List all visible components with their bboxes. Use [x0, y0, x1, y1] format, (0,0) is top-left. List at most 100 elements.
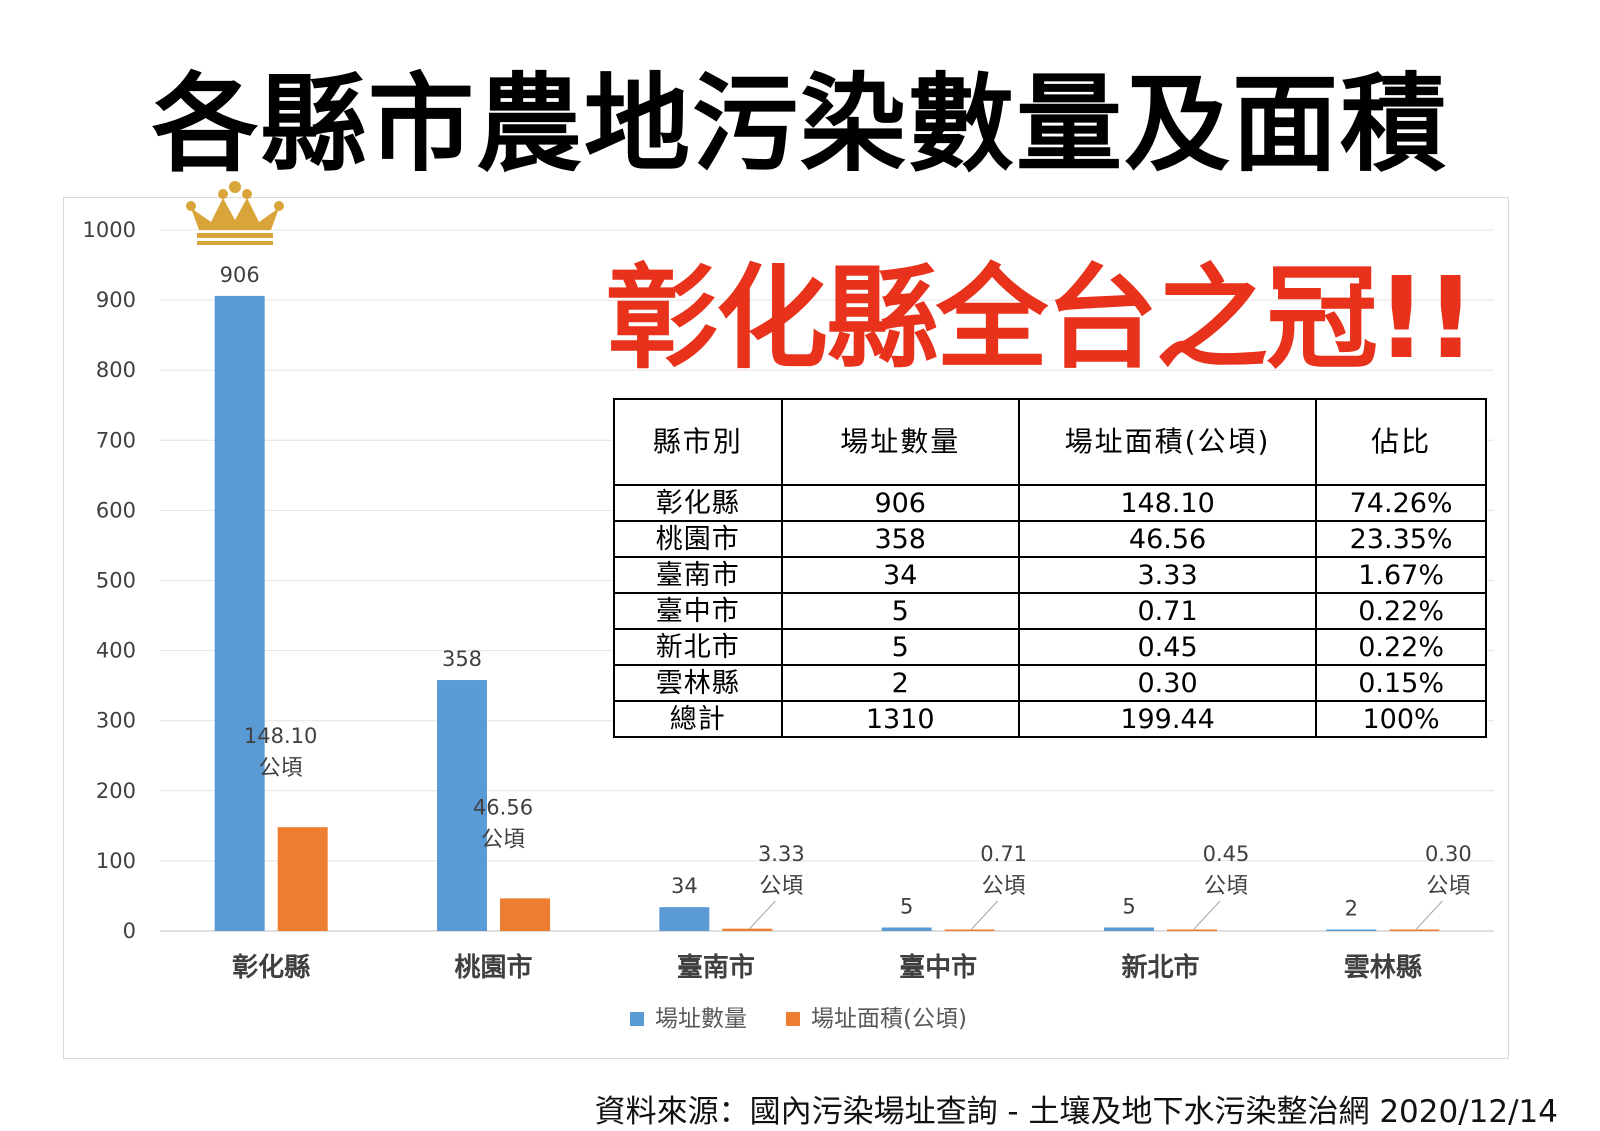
- table-row: 彰化縣 906 148.10 74.26%: [613, 484, 1487, 522]
- table-cell: 彰化縣: [613, 484, 783, 522]
- label-leader-line: [1193, 900, 1221, 930]
- data-label-unit: 公頃: [1204, 874, 1248, 899]
- table-cell: 148.10: [1017, 484, 1318, 522]
- data-label-unit: 公頃: [759, 874, 803, 899]
- table-cell: 74.26%: [1315, 484, 1487, 522]
- table-header-row: 縣市別 場址數量 場址面積(公頃) 佔比: [613, 398, 1487, 486]
- data-label-count: 358: [442, 647, 482, 671]
- table-cell: 5: [780, 628, 1020, 666]
- table-cell: 23.35%: [1315, 520, 1487, 558]
- column-header-county: 縣市別: [613, 398, 783, 486]
- data-label-area: 0.71: [980, 842, 1027, 866]
- table-row: 新北市 5 0.45 0.22%: [613, 628, 1487, 666]
- y-tick-label: 800: [96, 358, 136, 382]
- table-cell: 0.30: [1017, 664, 1318, 702]
- table-cell: 5: [780, 592, 1020, 630]
- data-label-count: 5: [900, 894, 913, 918]
- table-cell: 桃園市: [613, 520, 783, 558]
- bar-count: [1104, 927, 1154, 931]
- table-cell: 新北市: [613, 628, 783, 666]
- table-cell: 雲林縣: [613, 664, 783, 702]
- page-title: 各縣市農地污染數量及面積: [152, 63, 1448, 186]
- table-cell: 0.71: [1017, 592, 1318, 630]
- chart-area: [63, 197, 1509, 1059]
- table-cell: 2: [780, 664, 1020, 702]
- label-leader-line: [748, 900, 776, 930]
- legend-label-area: 場址面積(公頃): [811, 1006, 967, 1032]
- bar-count: [881, 927, 932, 931]
- column-header-count: 場址數量: [780, 398, 1020, 486]
- bar-area: [1389, 929, 1440, 931]
- y-tick-label: 1000: [83, 218, 136, 242]
- y-tick-label: 500: [96, 569, 136, 593]
- y-tick-label: 400: [96, 639, 136, 663]
- data-label-count: 34: [671, 874, 698, 898]
- column-header-share: 佔比: [1315, 398, 1487, 486]
- table-cell: 906: [780, 484, 1020, 522]
- table-cell: 臺南市: [613, 556, 783, 594]
- y-tick-label: 600: [96, 498, 136, 522]
- data-label-unit: 公頃: [1426, 874, 1470, 899]
- table-cell: 199.44: [1017, 700, 1318, 738]
- data-label-count: 906: [220, 263, 260, 287]
- table-cell: 臺中市: [613, 592, 783, 630]
- label-leader-line: [971, 900, 999, 930]
- bar-area: [944, 929, 995, 931]
- bar-area: [722, 928, 773, 931]
- legend-swatch-area: [786, 1012, 800, 1026]
- bar-count: [214, 295, 265, 931]
- table-total-row: 總計 1310 199.44 100%: [613, 700, 1487, 738]
- bar-count: [659, 907, 710, 931]
- table-cell: 3.33: [1017, 556, 1318, 594]
- summary-table: 縣市別 場址數量 場址面積(公頃) 佔比 彰化縣 906 148.10 74.2…: [613, 398, 1487, 738]
- table-row: 桃園市 358 46.56 23.35%: [613, 520, 1487, 558]
- table-cell: 1310: [780, 700, 1020, 738]
- data-label-area: 3.33: [758, 842, 805, 866]
- column-header-area: 場址面積(公頃): [1017, 398, 1318, 486]
- x-tick-label: 臺中市: [899, 952, 977, 983]
- table-row: 臺中市 5 0.71 0.22%: [613, 592, 1487, 630]
- table-cell: 0.22%: [1315, 592, 1487, 630]
- table-cell: 0.15%: [1315, 664, 1487, 702]
- data-label-area: 148.10: [244, 724, 317, 748]
- bar-area: [500, 898, 550, 931]
- bar-count: [1326, 929, 1377, 931]
- data-label-unit: 公頃: [481, 827, 525, 852]
- x-tick-label: 彰化縣: [232, 952, 310, 983]
- table-cell: 0.45: [1017, 628, 1318, 666]
- table-row: 雲林縣 2 0.30 0.15%: [613, 664, 1487, 702]
- x-tick-label: 雲林縣: [1344, 953, 1422, 983]
- bar-area: [277, 827, 328, 931]
- label-leader-line: [1415, 900, 1443, 930]
- headline-banner: 彰化縣全台之冠!!: [606, 254, 1476, 384]
- table-cell: 0.22%: [1315, 628, 1487, 666]
- y-tick-label: 0: [123, 919, 136, 943]
- table-cell: 總計: [613, 700, 783, 738]
- data-label-count: 5: [1122, 894, 1135, 918]
- y-tick-label: 700: [96, 428, 136, 452]
- source-note: 資料來源：國內污染場址查詢 - 土壤及地下水污染整治網 2020/12/14: [594, 1094, 1558, 1130]
- data-label-area: 0.45: [1203, 842, 1250, 866]
- data-label-unit: 公頃: [259, 756, 303, 781]
- table-cell: 46.56: [1017, 520, 1318, 558]
- y-tick-label: 200: [96, 779, 136, 803]
- bar-count: [437, 680, 487, 931]
- table-cell: 100%: [1315, 700, 1487, 738]
- x-tick-label: 臺南市: [677, 952, 755, 983]
- y-tick-label: 900: [96, 288, 136, 312]
- legend-label-count: 場址數量: [655, 1006, 747, 1032]
- crown-icon: [186, 181, 284, 245]
- x-tick-label: 新北市: [1121, 952, 1199, 983]
- data-label-count: 2: [1345, 897, 1358, 921]
- table-cell: 34: [780, 556, 1020, 594]
- legend-swatch-count: [630, 1012, 644, 1026]
- y-tick-label: 100: [96, 849, 136, 873]
- data-label-unit: 公頃: [982, 874, 1026, 899]
- x-tick-label: 桃園市: [454, 952, 532, 983]
- table-row: 臺南市 34 3.33 1.67%: [613, 556, 1487, 594]
- data-label-area: 0.30: [1425, 842, 1472, 866]
- y-tick-label: 300: [96, 709, 136, 733]
- table-cell: 358: [780, 520, 1020, 558]
- bar-area: [1167, 929, 1217, 931]
